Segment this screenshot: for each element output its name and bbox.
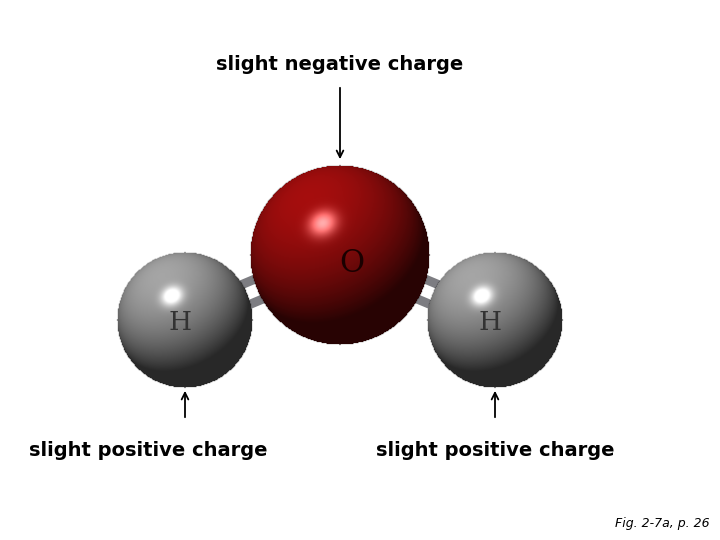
- Text: slight positive charge: slight positive charge: [376, 441, 614, 460]
- Text: H: H: [478, 309, 502, 334]
- Text: slight positive charge: slight positive charge: [29, 441, 267, 460]
- Text: H: H: [168, 309, 192, 334]
- Text: Fig. 2-7a, p. 26: Fig. 2-7a, p. 26: [616, 517, 710, 530]
- Text: slight negative charge: slight negative charge: [217, 56, 464, 75]
- Text: O: O: [339, 247, 364, 279]
